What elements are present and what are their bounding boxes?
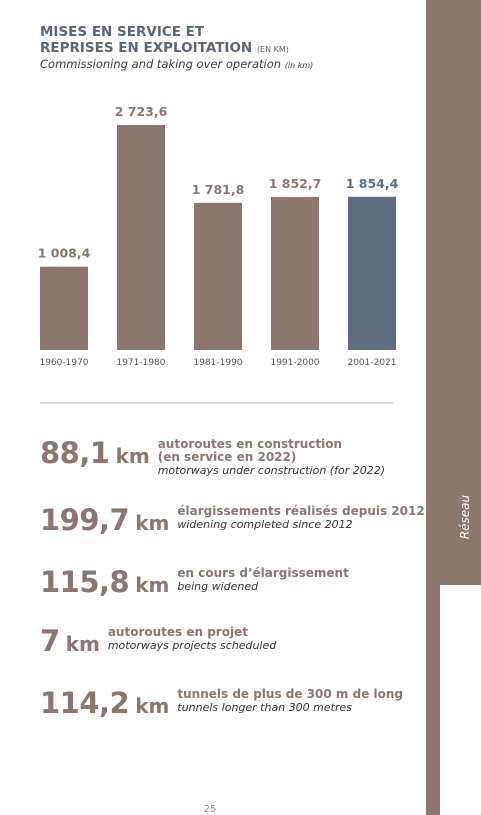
side-tab [426, 0, 481, 585]
stat-description: élargissements réalisés depuis 2012 widen… [177, 504, 425, 532]
x-tick-label: 1991-2000 [270, 358, 319, 368]
chart-subtitle: Commissioning and taking over operation … [40, 57, 313, 71]
stat-en: being widened [177, 580, 259, 593]
stat-value: 7 [40, 624, 60, 658]
title-unit: (EN KM) [256, 45, 289, 54]
subtitle-unit: (in km) [284, 61, 314, 70]
stat-fr: (en service en 2022) [157, 450, 297, 464]
bar [348, 196, 396, 350]
stat-row: 114,2 km tunnels de plus de 300 m de long t… [40, 686, 403, 720]
x-tick-label: 2001-2021 [347, 358, 396, 368]
bar [271, 196, 319, 350]
stat-unit: km [135, 511, 170, 535]
stat-fr: en cours d’élargissement [177, 566, 349, 580]
stat-en: widening completed since 2012 [177, 518, 353, 531]
chart-title: MISES EN SERVICE ET REPRISES EN EXPLOITA… [40, 24, 289, 58]
side-label: Réseau [458, 494, 472, 540]
stat-description: en cours d’élargissement being widened [177, 566, 349, 594]
subtitle-text: Commissioning and taking over operation [40, 57, 282, 71]
bar [40, 266, 88, 350]
stat-description: autoroutes en construction (en service en… [157, 437, 386, 478]
stat-fr: élargissements réalisés depuis 2012 [177, 504, 425, 518]
stat-fr: autoroutes en construction [157, 437, 343, 451]
stat-value: 88,1 [40, 436, 110, 470]
stat-unit: km [135, 694, 170, 718]
x-tick-label: 1971-1980 [116, 358, 165, 368]
stat-description: tunnels de plus de 300 m de long tunnels … [177, 687, 403, 715]
stat-row: 115,8 km en cours d’élargissement being wid… [40, 565, 349, 599]
stat-row: 199,7 km élargissements réalisés depuis 20… [40, 503, 425, 537]
stat-en: motorways under construction (for 2022) [157, 464, 386, 477]
title-line: REPRISES EN EXPLOITATION [40, 40, 253, 56]
stat-row: 88,1 km autoroutes en construction (en serv… [40, 436, 385, 477]
stat-value: 114,2 [40, 686, 130, 720]
stat-value: 199,7 [40, 503, 130, 537]
side-strip [426, 585, 440, 815]
stat-unit: km [65, 632, 100, 656]
stat-unit: km [115, 444, 150, 468]
value-label: 1 781,8 [192, 182, 245, 197]
value-label: 1 008,4 [38, 246, 91, 261]
stat-en: tunnels longer than 300 metres [177, 701, 352, 714]
bar [117, 125, 165, 350]
title-line: REPRISES EN EXPLOITATION (EN KM) [40, 40, 289, 58]
title-line: MISES EN SERVICE ET [40, 24, 205, 40]
stat-fr: autoroutes en projet [107, 625, 248, 639]
stat-value: 115,8 [40, 565, 130, 599]
stat-unit: km [135, 573, 170, 597]
x-tick-label: 1960-1970 [39, 358, 88, 368]
chart: 1 008,4 1960-1970 2 723,6 1971-1980 1 781,8 1… [38, 104, 399, 404]
stat-en: motorways projects scheduled [107, 639, 277, 652]
stat-row: 7 km autoroutes en projet motorways project… [40, 624, 276, 658]
x-tick-label: 1981-1990 [193, 358, 242, 368]
bar [194, 202, 242, 350]
page-number: 25 [203, 804, 217, 815]
value-label: 2 723,6 [115, 104, 168, 119]
value-label: 1 854,4 [346, 176, 399, 191]
value-label: 1 852,7 [269, 176, 322, 191]
stat-description: autoroutes en projet motorways projects s… [107, 625, 277, 653]
stat-fr: tunnels de plus de 300 m de long [177, 687, 403, 701]
